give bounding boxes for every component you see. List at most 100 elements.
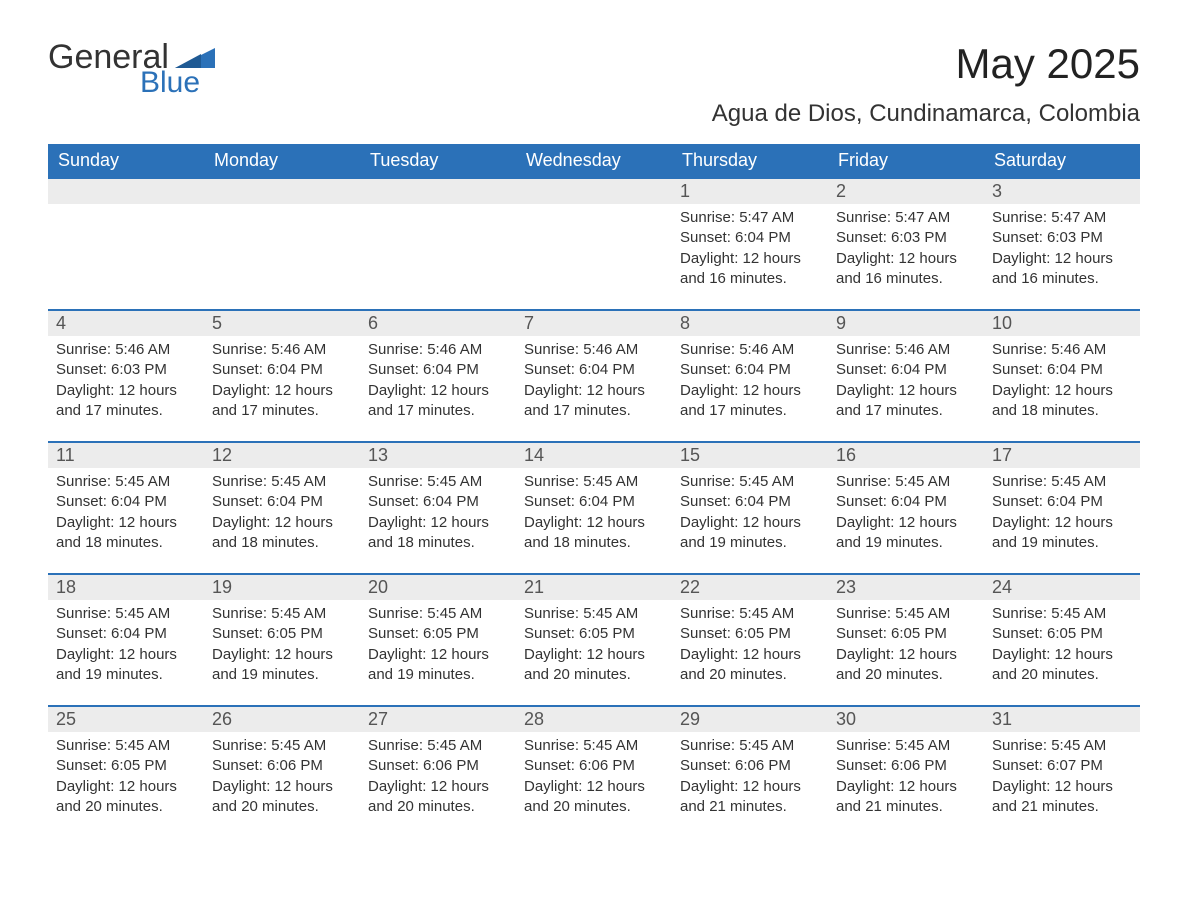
sunset-line: Sunset: 6:05 PM: [212, 624, 352, 644]
day-number: 8: [672, 311, 828, 336]
daylight-line: Daylight: 12 hours and 17 minutes.: [212, 381, 352, 422]
day-body: Sunrise: 5:45 AMSunset: 6:07 PMDaylight:…: [984, 732, 1140, 825]
day-body: Sunrise: 5:46 AMSunset: 6:03 PMDaylight:…: [48, 336, 204, 429]
sunset-line: Sunset: 6:06 PM: [836, 756, 976, 776]
sunset-line: Sunset: 6:07 PM: [992, 756, 1132, 776]
day-number: [516, 179, 672, 204]
month-title: May 2025: [712, 40, 1140, 88]
sunset-line: Sunset: 6:05 PM: [56, 756, 196, 776]
sunset-line: Sunset: 6:04 PM: [368, 360, 508, 380]
sunset-line: Sunset: 6:04 PM: [680, 360, 820, 380]
sunset-line: Sunset: 6:04 PM: [368, 492, 508, 512]
sunrise-line: Sunrise: 5:45 AM: [368, 736, 508, 756]
day-header: Wednesday: [516, 144, 672, 178]
daylight-line: Daylight: 12 hours and 20 minutes.: [992, 645, 1132, 686]
week-row: 18Sunrise: 5:45 AMSunset: 6:04 PMDayligh…: [48, 574, 1140, 706]
day-cell: 12Sunrise: 5:45 AMSunset: 6:04 PMDayligh…: [204, 442, 360, 574]
day-cell: 5Sunrise: 5:46 AMSunset: 6:04 PMDaylight…: [204, 310, 360, 442]
day-body: Sunrise: 5:46 AMSunset: 6:04 PMDaylight:…: [516, 336, 672, 429]
daylight-line: Daylight: 12 hours and 18 minutes.: [992, 381, 1132, 422]
day-cell: 2Sunrise: 5:47 AMSunset: 6:03 PMDaylight…: [828, 178, 984, 310]
day-cell: 16Sunrise: 5:45 AMSunset: 6:04 PMDayligh…: [828, 442, 984, 574]
day-cell: [360, 178, 516, 310]
sunset-line: Sunset: 6:04 PM: [680, 228, 820, 248]
day-number: 14: [516, 443, 672, 468]
day-number: 5: [204, 311, 360, 336]
day-cell: 8Sunrise: 5:46 AMSunset: 6:04 PMDaylight…: [672, 310, 828, 442]
day-cell: 22 Sunrise: 5:45 AMSunset: 6:05 PMDayligh…: [672, 574, 828, 706]
sunrise-line: Sunrise: 5:45 AM: [992, 736, 1132, 756]
day-body: Sunrise: 5:45 AMSunset: 6:05 PMDaylight:…: [360, 600, 516, 693]
day-cell: 25Sunrise: 5:45 AMSunset: 6:05 PMDayligh…: [48, 706, 204, 838]
calendar-body: 1Sunrise: 5:47 AMSunset: 6:04 PMDaylight…: [48, 178, 1140, 838]
day-body: Sunrise: 5:45 AMSunset: 6:04 PMDaylight:…: [48, 468, 204, 561]
sunset-line: Sunset: 6:03 PM: [836, 228, 976, 248]
page-header: General Blue May 2025 Agua de Dios, Cund…: [48, 40, 1140, 138]
sunset-line: Sunset: 6:06 PM: [524, 756, 664, 776]
sunset-line: Sunset: 6:05 PM: [680, 624, 820, 644]
day-body: Sunrise: 5:45 AMSunset: 6:04 PMDaylight:…: [672, 468, 828, 561]
sunrise-line: Sunrise: 5:46 AM: [680, 340, 820, 360]
sunrise-line: Sunrise: 5:45 AM: [992, 472, 1132, 492]
sunset-line: Sunset: 6:04 PM: [836, 360, 976, 380]
day-cell: 11Sunrise: 5:45 AMSunset: 6:04 PMDayligh…: [48, 442, 204, 574]
day-header: Saturday: [984, 144, 1140, 178]
day-body: Sunrise: 5:45 AMSunset: 6:05 PMDaylight:…: [516, 600, 672, 693]
day-header: Monday: [204, 144, 360, 178]
daylight-line: Daylight: 12 hours and 20 minutes.: [524, 645, 664, 686]
day-body: Sunrise: 5:45 AMSunset: 6:05 PMDaylight:…: [828, 600, 984, 693]
day-cell: 15Sunrise: 5:45 AMSunset: 6:04 PMDayligh…: [672, 442, 828, 574]
day-cell: [516, 178, 672, 310]
day-cell: 31Sunrise: 5:45 AMSunset: 6:07 PMDayligh…: [984, 706, 1140, 838]
day-number: 26: [204, 707, 360, 732]
day-cell: 29Sunrise: 5:45 AMSunset: 6:06 PMDayligh…: [672, 706, 828, 838]
day-body: Sunrise: 5:46 AMSunset: 6:04 PMDaylight:…: [360, 336, 516, 429]
sunrise-line: Sunrise: 5:46 AM: [56, 340, 196, 360]
sunset-line: Sunset: 6:06 PM: [368, 756, 508, 776]
sunset-line: Sunset: 6:06 PM: [212, 756, 352, 776]
sunrise-line: Sunrise: 5:45 AM: [680, 604, 820, 624]
day-body: Sunrise: 5:45 AMSunset: 6:04 PMDaylight:…: [516, 468, 672, 561]
day-number: 22: [672, 575, 828, 600]
week-row: 1Sunrise: 5:47 AMSunset: 6:04 PMDaylight…: [48, 178, 1140, 310]
day-number: 19: [204, 575, 360, 600]
day-body: Sunrise: 5:45 AMSunset: 6:06 PMDaylight:…: [672, 732, 828, 825]
sunset-line: Sunset: 6:04 PM: [680, 492, 820, 512]
day-cell: 21Sunrise: 5:45 AMSunset: 6:05 PMDayligh…: [516, 574, 672, 706]
sunrise-line: Sunrise: 5:46 AM: [368, 340, 508, 360]
day-body: Sunrise: 5:45 AMSunset: 6:04 PMDaylight:…: [984, 468, 1140, 561]
day-cell: [48, 178, 204, 310]
day-cell: 13Sunrise: 5:45 AMSunset: 6:04 PMDayligh…: [360, 442, 516, 574]
sunset-line: Sunset: 6:04 PM: [524, 360, 664, 380]
sunrise-line: Sunrise: 5:45 AM: [56, 736, 196, 756]
daylight-line: Daylight: 12 hours and 18 minutes.: [212, 513, 352, 554]
day-cell: 3Sunrise: 5:47 AMSunset: 6:03 PMDaylight…: [984, 178, 1140, 310]
location-label: Agua de Dios, Cundinamarca, Colombia: [712, 100, 1140, 128]
day-body: Sunrise: 5:45 AMSunset: 6:05 PMDaylight:…: [984, 600, 1140, 693]
day-body: Sunrise: 5:46 AMSunset: 6:04 PMDaylight:…: [984, 336, 1140, 429]
sunset-line: Sunset: 6:04 PM: [836, 492, 976, 512]
daylight-line: Daylight: 12 hours and 16 minutes.: [680, 249, 820, 290]
day-header: Thursday: [672, 144, 828, 178]
day-number: 24: [984, 575, 1140, 600]
daylight-line: Daylight: 12 hours and 20 minutes.: [680, 645, 820, 686]
day-cell: 18Sunrise: 5:45 AMSunset: 6:04 PMDayligh…: [48, 574, 204, 706]
day-number: 25: [48, 707, 204, 732]
day-number: 17: [984, 443, 1140, 468]
day-number: 20: [360, 575, 516, 600]
sunset-line: Sunset: 6:04 PM: [992, 360, 1132, 380]
day-cell: 10Sunrise: 5:46 AMSunset: 6:04 PMDayligh…: [984, 310, 1140, 442]
daylight-line: Daylight: 12 hours and 19 minutes.: [992, 513, 1132, 554]
daylight-line: Daylight: 12 hours and 20 minutes.: [368, 777, 508, 818]
daylight-line: Daylight: 12 hours and 18 minutes.: [56, 513, 196, 554]
sunrise-line: Sunrise: 5:45 AM: [836, 604, 976, 624]
day-number: 31: [984, 707, 1140, 732]
sunrise-line: Sunrise: 5:46 AM: [212, 340, 352, 360]
daylight-line: Daylight: 12 hours and 21 minutes.: [680, 777, 820, 818]
day-number: 9: [828, 311, 984, 336]
sunrise-line: Sunrise: 5:45 AM: [212, 736, 352, 756]
day-number: 7: [516, 311, 672, 336]
sunset-line: Sunset: 6:05 PM: [368, 624, 508, 644]
day-body: Sunrise: 5:46 AMSunset: 6:04 PMDaylight:…: [204, 336, 360, 429]
daylight-line: Daylight: 12 hours and 19 minutes.: [212, 645, 352, 686]
